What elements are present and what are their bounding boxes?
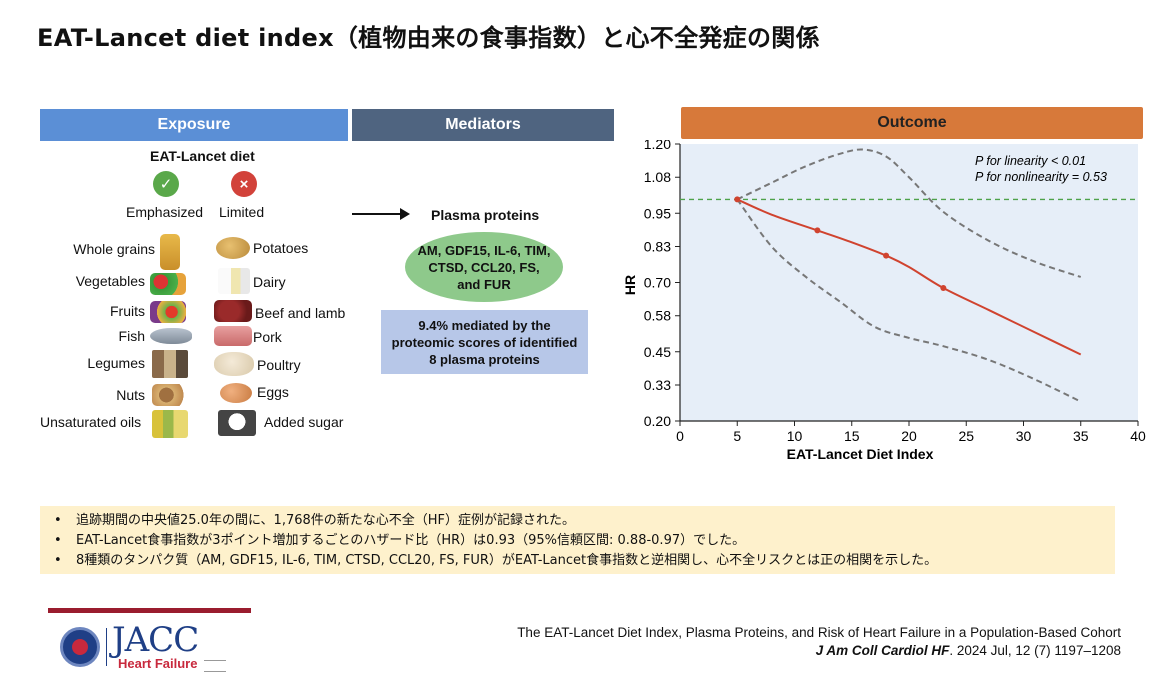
food-dairy: Dairy	[253, 274, 286, 290]
y-tick-label: 0.95	[644, 205, 671, 221]
citation: The EAT-Lancet Diet Index, Plasma Protei…	[517, 624, 1121, 660]
bullet-text: EAT-Lancet食事指数が3ポイント増加するごとのハザード比（HR）は0.9…	[76, 533, 746, 548]
oils-icon	[152, 410, 188, 438]
y-tick-label: 0.58	[644, 308, 671, 324]
hr-chart: 0 5 10 15 20 25 30 35 40 1.20 1.08 0.95 0.83 0.70 0.58…	[622, 140, 1146, 462]
pork-icon	[214, 326, 252, 346]
y-tick-label: 0.70	[644, 275, 671, 291]
outcome-header: Outcome	[681, 107, 1143, 139]
nuts-icon	[152, 384, 188, 406]
divider-line	[48, 608, 251, 613]
ci-lower-line	[736, 198, 1082, 403]
y-axis-label: HR	[622, 275, 638, 295]
food-eggs: Eggs	[257, 384, 289, 400]
food-beef-and-lamb: Beef and lamb	[255, 305, 346, 321]
vegetables-icon	[150, 273, 186, 295]
acc-small-text-icon	[204, 660, 226, 672]
heart-failure-logo: Heart Failure	[118, 656, 198, 671]
bullet-item: • 8種類のタンパク質（AM, GDF15, IL-6, TIM, CTSD, C…	[54, 551, 1101, 571]
diet-title: EAT-Lancet diet	[150, 148, 255, 164]
x-tick-label: 35	[1073, 428, 1089, 444]
y-tick-label: 0.83	[644, 238, 671, 254]
x-icon: ×	[231, 171, 257, 197]
fruits-icon	[150, 301, 186, 323]
food-poultry: Poultry	[257, 357, 301, 373]
hr-line	[736, 198, 1082, 356]
proteins-ellipse: AM, GDF15, IL-6, TIM, CTSD, CCL20, FS, a…	[405, 232, 563, 302]
citation-ref: J Am Coll Cardiol HF. 2024 Jul, 12 (7) 1…	[517, 642, 1121, 660]
food-added-sugar: Added sugar	[264, 414, 344, 430]
page-title: EAT-Lancet diet index（植物由来の食事指数）と心不全発症の関…	[37, 24, 820, 52]
citation-details: . 2024 Jul, 12 (7) 1197–1208	[949, 643, 1121, 658]
annotation-linearity: P for linearity < 0.01	[975, 154, 1086, 168]
x-tick-label: 20	[901, 428, 917, 444]
exposure-header: Exposure	[40, 109, 348, 141]
x-tick-label: 40	[1130, 428, 1146, 444]
check-icon: ✓	[153, 171, 179, 197]
annotation-nonlinearity: P for nonlinearity = 0.53	[975, 170, 1107, 184]
hr-marker	[734, 196, 741, 203]
bullet-item: • 追跡期間の中央値25.0年の間に、1,768件の新たな心不全（HF）症例が記録…	[54, 511, 1101, 531]
food-whole-grains: Whole grains	[73, 241, 155, 257]
y-tick-label: 0.33	[644, 377, 671, 393]
acc-seal-icon	[60, 627, 100, 667]
sugar-icon	[218, 410, 256, 436]
citation-journal: J Am Coll Cardiol HF	[815, 643, 950, 658]
x-axis-label: EAT-Lancet Diet Index	[787, 446, 934, 462]
y-tick-label: 1.08	[644, 169, 671, 185]
mediated-box: 9.4% mediated by the proteomic scores of…	[381, 310, 588, 374]
mediators-header: Mediators	[352, 109, 614, 141]
food-pork: Pork	[253, 329, 282, 345]
x-tick-label: 5	[733, 428, 741, 444]
food-unsaturated-oils: Unsaturated oils	[40, 414, 142, 430]
food-nuts: Nuts	[116, 387, 145, 403]
summary-box: • 追跡期間の中央値25.0年の間に、1,768件の新たな心不全（HF）症例が記録…	[40, 506, 1115, 574]
x-tick-label: 25	[958, 428, 974, 444]
y-tick-label: 1.20	[644, 140, 671, 152]
dairy-icon	[218, 268, 250, 294]
fish-icon	[150, 328, 192, 344]
bullet-text: 8種類のタンパク質（AM, GDF15, IL-6, TIM, CTSD, CC…	[76, 553, 938, 568]
limited-label: Limited	[219, 204, 265, 220]
x-tick-label: 15	[844, 428, 860, 444]
hr-marker	[883, 252, 890, 259]
plasma-proteins-title: Plasma proteins	[431, 207, 540, 223]
food-fish: Fish	[118, 328, 145, 344]
y-tick-label: 0.20	[644, 413, 671, 429]
hr-marker	[940, 285, 947, 292]
plot-area	[680, 144, 1138, 421]
bullet-text: 追跡期間の中央値25.0年の間に、1,768件の新たな心不全（HF）症例が記録さ…	[76, 513, 576, 528]
x-tick-label: 10	[787, 428, 803, 444]
poultry-icon	[214, 352, 254, 376]
x-tick-label: 0	[676, 428, 684, 444]
emphasized-label: Emphasized	[126, 204, 204, 220]
y-tick-label: 0.45	[644, 344, 671, 360]
hr-marker	[814, 227, 821, 234]
potatoes-icon	[216, 237, 250, 259]
x-tick-label: 30	[1016, 428, 1032, 444]
bullet-item: • EAT-Lancet食事指数が3ポイント増加するごとのハザード比（HR）は0.…	[54, 531, 1101, 551]
food-potatoes: Potatoes	[253, 240, 309, 256]
citation-title: The EAT-Lancet Diet Index, Plasma Protei…	[517, 625, 1121, 640]
legumes-icon	[152, 350, 188, 378]
arrow-icon	[352, 208, 410, 220]
food-fruits: Fruits	[110, 303, 145, 319]
jacc-logo: JACC	[112, 620, 199, 660]
food-legumes: Legumes	[87, 355, 145, 371]
beef-icon	[214, 300, 252, 322]
ci-upper-line	[736, 148, 1082, 278]
logo-divider	[106, 628, 107, 666]
eggs-icon	[220, 383, 252, 403]
whole-grains-icon	[160, 234, 180, 270]
food-vegetables: Vegetables	[75, 273, 145, 289]
